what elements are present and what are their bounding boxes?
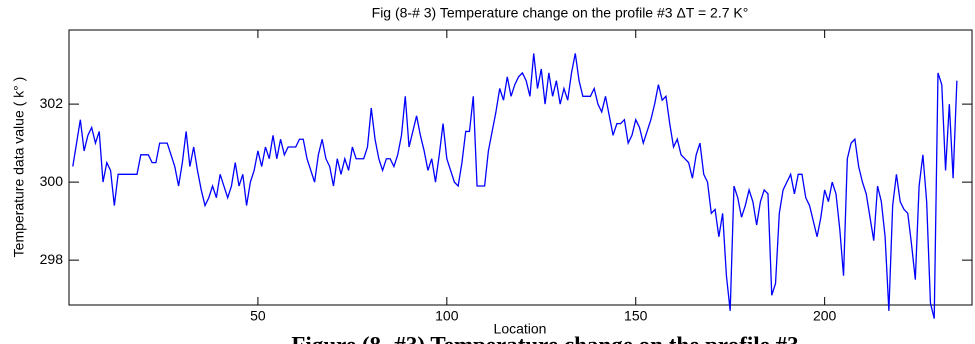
x-tick-label: 200 — [813, 308, 837, 324]
chart-title: Fig (8-# 3) Temperature change on the pr… — [372, 5, 749, 21]
x-axis-label: Location — [494, 321, 547, 337]
x-tick-label: 150 — [624, 308, 648, 324]
y-axis-label: Temperature data value ( k° ) — [11, 77, 27, 258]
data-line — [72, 53, 958, 319]
y-tick-label: 302 — [40, 95, 64, 111]
x-tick-label: 50 — [250, 308, 266, 324]
plot-frame — [68, 29, 973, 306]
y-tick-label: 298 — [40, 251, 64, 267]
x-tick-label: 100 — [435, 308, 459, 324]
y-tick-label: 300 — [40, 173, 64, 189]
caption: Figure (8- #3) Temperature change on the… — [291, 332, 798, 344]
